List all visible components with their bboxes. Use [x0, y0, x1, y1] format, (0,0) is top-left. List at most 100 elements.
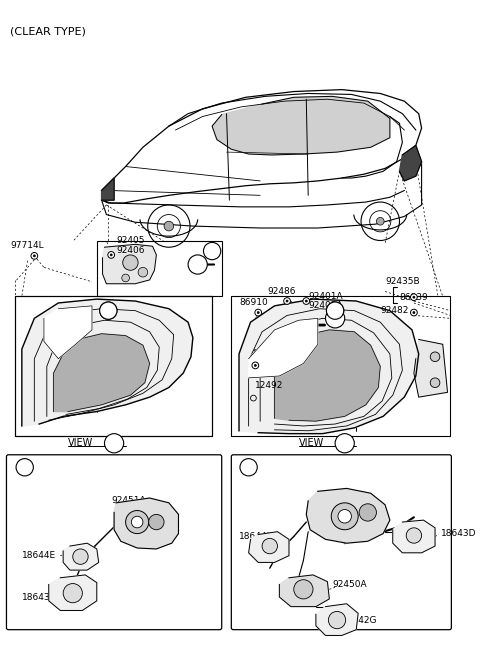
Text: b: b: [332, 306, 338, 315]
Polygon shape: [414, 340, 447, 397]
Circle shape: [122, 274, 130, 282]
Circle shape: [410, 310, 417, 316]
Circle shape: [33, 255, 36, 257]
Text: B: B: [331, 313, 339, 323]
Circle shape: [100, 302, 117, 319]
Circle shape: [406, 528, 421, 543]
Text: A: A: [194, 259, 202, 270]
Polygon shape: [49, 575, 97, 611]
Polygon shape: [212, 97, 390, 155]
Text: 92435B: 92435B: [385, 278, 420, 286]
Text: 87259A: 87259A: [252, 349, 287, 358]
Text: B: B: [341, 439, 348, 448]
Circle shape: [123, 255, 138, 270]
Text: 92450A: 92450A: [332, 580, 367, 589]
Circle shape: [126, 511, 149, 534]
Polygon shape: [306, 488, 390, 543]
Text: a: a: [105, 306, 111, 315]
Text: 97714L: 97714L: [10, 241, 44, 250]
Circle shape: [326, 302, 344, 319]
Circle shape: [430, 352, 440, 362]
Circle shape: [108, 251, 115, 259]
Bar: [15, 296, 212, 436]
Circle shape: [138, 267, 148, 277]
Text: a: a: [105, 306, 111, 315]
Text: VIEW: VIEW: [299, 438, 324, 448]
Text: 18644E: 18644E: [239, 532, 273, 541]
Circle shape: [254, 364, 256, 366]
Circle shape: [164, 221, 174, 231]
Polygon shape: [393, 520, 435, 553]
Text: 86910: 86910: [239, 298, 268, 308]
Circle shape: [338, 509, 351, 523]
Text: 18644E: 18644E: [22, 551, 56, 560]
Circle shape: [305, 300, 307, 302]
Text: b: b: [332, 306, 338, 315]
Bar: [231, 296, 450, 436]
Circle shape: [105, 434, 124, 453]
Polygon shape: [44, 306, 92, 358]
Polygon shape: [54, 334, 150, 411]
Polygon shape: [103, 244, 156, 284]
Circle shape: [63, 584, 83, 603]
Text: 92451A: 92451A: [111, 496, 146, 505]
Polygon shape: [63, 543, 99, 570]
Text: 92402A: 92402A: [308, 301, 343, 310]
Circle shape: [110, 254, 112, 256]
Text: 92406: 92406: [116, 246, 144, 255]
Circle shape: [284, 298, 290, 304]
Circle shape: [359, 504, 376, 521]
Circle shape: [257, 311, 259, 313]
Text: 92401A: 92401A: [308, 292, 343, 301]
Circle shape: [376, 217, 384, 225]
Polygon shape: [102, 178, 114, 200]
Circle shape: [73, 549, 88, 564]
Circle shape: [328, 611, 346, 629]
Polygon shape: [316, 604, 358, 635]
Circle shape: [335, 434, 354, 453]
Polygon shape: [114, 498, 179, 549]
Text: A: A: [110, 439, 118, 448]
Circle shape: [149, 515, 164, 530]
Circle shape: [331, 503, 358, 530]
Circle shape: [100, 302, 117, 319]
Polygon shape: [249, 532, 289, 562]
Polygon shape: [239, 299, 419, 434]
Circle shape: [303, 298, 310, 304]
Text: 18643P: 18643P: [22, 592, 56, 601]
Circle shape: [204, 242, 221, 260]
Bar: [97, 242, 222, 296]
Circle shape: [294, 580, 313, 599]
Text: (CLEAR TYPE): (CLEAR TYPE): [10, 26, 86, 36]
Text: 92482: 92482: [380, 306, 408, 315]
Circle shape: [31, 253, 38, 259]
Text: 92405: 92405: [116, 236, 144, 245]
Circle shape: [430, 378, 440, 387]
Circle shape: [252, 362, 259, 369]
Circle shape: [410, 294, 417, 300]
Bar: [15, 296, 212, 436]
Circle shape: [262, 538, 277, 554]
Text: 18642G: 18642G: [342, 616, 377, 624]
Circle shape: [16, 458, 34, 476]
Text: b: b: [245, 463, 252, 471]
Text: a: a: [22, 463, 28, 471]
Text: 92486: 92486: [268, 287, 296, 296]
Circle shape: [255, 310, 262, 316]
Polygon shape: [275, 330, 380, 421]
Text: VIEW: VIEW: [68, 438, 93, 448]
Text: 18643D: 18643D: [441, 529, 476, 538]
Text: A: A: [209, 247, 216, 255]
Circle shape: [326, 302, 344, 319]
Circle shape: [132, 517, 143, 528]
Circle shape: [413, 296, 415, 298]
Circle shape: [413, 311, 415, 313]
Text: 86839: 86839: [399, 293, 428, 302]
Polygon shape: [279, 575, 329, 607]
Polygon shape: [399, 146, 421, 181]
Polygon shape: [22, 299, 193, 426]
Circle shape: [325, 309, 345, 328]
Circle shape: [188, 255, 207, 274]
Circle shape: [286, 300, 288, 302]
Circle shape: [240, 458, 257, 476]
